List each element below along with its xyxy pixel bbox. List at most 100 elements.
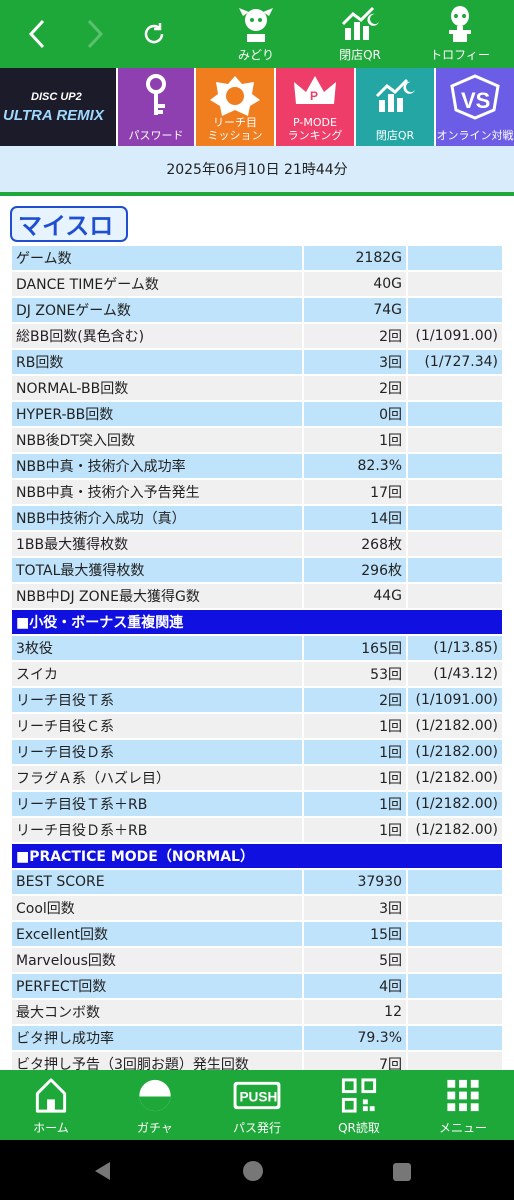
stat-label: PERFECT回数 <box>12 974 302 998</box>
topbar-label-trophy: トロフィー <box>430 48 490 62</box>
section-header: ■小役・ボーナス重複関連 <box>12 610 502 634</box>
topbar-item-trophy[interactable]: トロフィー <box>420 4 500 66</box>
stat-row: リーチ目役Ｄ系 1回 (1/2182.00) <box>12 740 502 764</box>
nav-label-menu: メニュー <box>438 1121 487 1135</box>
stat-value: 0回 <box>302 402 406 426</box>
stat-value: 1回 <box>302 792 406 816</box>
stat-value: 17回 <box>302 480 406 504</box>
stat-row: 1BB最大獲得枚数 268枚 <box>12 532 502 556</box>
stat-value: 296枚 <box>302 558 406 582</box>
tile-label-pmode-1: P-MODE <box>293 116 337 129</box>
stat-row: スイカ 53回 (1/43.12) <box>12 662 502 686</box>
stat-value: 12 <box>302 1000 406 1024</box>
separator <box>0 192 514 196</box>
forward-icon[interactable] <box>80 16 110 52</box>
tile-online-battle[interactable]: VS オンライン対戦 <box>436 68 514 146</box>
system-recents-icon[interactable] <box>392 1162 412 1182</box>
system-home-icon[interactable] <box>242 1160 264 1182</box>
stat-value: 4回 <box>302 974 406 998</box>
menu-tiles: DISC UP2 ULTRA REMIX パスワード リーチ目 ミッション P … <box>0 68 514 146</box>
tile-label-password: パスワード <box>128 129 184 142</box>
nav-gacha[interactable]: ガチャ <box>110 1076 200 1136</box>
stat-ratio <box>406 402 502 426</box>
stat-row: NBB中技術介入成功（真） 14回 <box>12 506 502 530</box>
stat-label: HYPER-BB回数 <box>12 402 302 426</box>
stat-label: NBB中DJ ZONE最大獲得G数 <box>12 584 302 608</box>
svg-text:DISC UP2: DISC UP2 <box>31 91 82 103</box>
stat-row: HYPER-BB回数 0回 <box>12 402 502 426</box>
topbar-item-midori[interactable]: みどり <box>216 4 296 66</box>
stat-row: TOTAL最大獲得枚数 296枚 <box>12 558 502 582</box>
stat-value: 79.3% <box>302 1026 406 1050</box>
svg-text:ULTRA REMIX: ULTRA REMIX <box>3 107 105 124</box>
tile-label-pmode-2: ランキング <box>287 129 343 142</box>
tile-closing-qr[interactable]: 閉店QR <box>356 68 434 146</box>
nav-home[interactable]: ホーム <box>6 1076 96 1136</box>
stat-row: ゲーム数 2182G <box>12 246 502 270</box>
nav-menu[interactable]: メニュー <box>418 1076 508 1136</box>
nav-label-pass-issue: パス発行 <box>232 1121 281 1135</box>
stat-ratio <box>406 272 502 296</box>
topbar-item-closing-qr[interactable]: 閉店QR <box>320 4 400 66</box>
stat-value: 40G <box>302 272 406 296</box>
gacha-icon <box>139 1079 171 1112</box>
grid-menu-icon <box>447 1079 479 1112</box>
stat-ratio <box>406 948 502 972</box>
stat-value: 3回 <box>302 350 406 374</box>
stat-value: 15回 <box>302 922 406 946</box>
stat-ratio: (1/2182.00) <box>406 766 502 790</box>
stat-row: 3枚役 165回 (1/13.85) <box>12 636 502 660</box>
game-logo[interactable]: DISC UP2 ULTRA REMIX <box>0 68 116 146</box>
svg-text:PUSH: PUSH <box>239 1089 277 1104</box>
stat-ratio <box>406 376 502 400</box>
svg-text:P: P <box>310 89 318 103</box>
reload-icon[interactable] <box>138 18 170 50</box>
tile-label-closing-qr: 閉店QR <box>375 129 415 142</box>
stat-ratio <box>406 506 502 530</box>
stat-ratio: (1/13.85) <box>406 636 502 660</box>
tile-password[interactable]: パスワード <box>118 68 194 146</box>
stat-value: 2回 <box>302 688 406 712</box>
stat-ratio <box>406 870 502 894</box>
stat-label: DANCE TIMEゲーム数 <box>12 272 302 296</box>
stat-label: リーチ目役Ｄ系 <box>12 740 302 764</box>
stat-label: リーチ目役Ｔ系 <box>12 688 302 712</box>
stat-row: リーチ目役Ｔ系＋RB 1回 (1/2182.00) <box>12 792 502 816</box>
stat-value: 2182G <box>302 246 406 270</box>
stat-ratio <box>406 1000 502 1024</box>
top-bar: みどり 閉店QR トロフィー <box>0 0 514 68</box>
tile-reach-mission[interactable]: リーチ目 ミッション <box>196 68 274 146</box>
chart-moon-icon <box>375 78 415 112</box>
stat-label: NBB中技術介入成功（真） <box>12 506 302 530</box>
stat-ratio <box>406 1052 502 1070</box>
stat-ratio <box>406 454 502 478</box>
stat-value: 1回 <box>302 766 406 790</box>
stat-row: NBB中真・技術介入予告発生 17回 <box>12 480 502 504</box>
system-nav-bar <box>0 1140 514 1200</box>
character-icon <box>239 8 273 42</box>
nav-label-qr-read: QR読取 <box>338 1121 380 1135</box>
section-header: ■PRACTICE MODE（NORMAL） <box>12 844 502 868</box>
nav-pass-issue[interactable]: PUSH パス発行 <box>212 1076 302 1136</box>
stat-row: リーチ目役Ｄ系＋RB 1回 (1/2182.00) <box>12 818 502 842</box>
stat-label: Marvelous回数 <box>12 948 302 972</box>
nav-qr-read[interactable]: QR読取 <box>314 1076 404 1136</box>
stat-label: 1BB最大獲得枚数 <box>12 532 302 556</box>
tile-pmode-ranking[interactable]: P P-MODE ランキング <box>276 68 354 146</box>
system-back-icon[interactable] <box>92 1160 114 1182</box>
back-icon[interactable] <box>22 16 52 52</box>
stat-row: DJ ZONEゲーム数 74G <box>12 298 502 322</box>
stat-value: 44G <box>302 584 406 608</box>
stat-value: 2回 <box>302 376 406 400</box>
stat-value: 1回 <box>302 714 406 738</box>
chart-moon-icon <box>341 6 379 40</box>
stat-ratio: (1/2182.00) <box>406 740 502 764</box>
stat-row: Excellent回数 15回 <box>12 922 502 946</box>
qr-icon <box>341 1078 377 1113</box>
stat-row: フラグＡ系（ハズレ目） 1回 (1/2182.00) <box>12 766 502 790</box>
stat-value: 1回 <box>302 740 406 764</box>
stat-label: NORMAL-BB回数 <box>12 376 302 400</box>
stat-label: 最大コンボ数 <box>12 1000 302 1024</box>
stat-row: リーチ目役Ｔ系 2回 (1/1091.00) <box>12 688 502 712</box>
stat-ratio <box>406 922 502 946</box>
